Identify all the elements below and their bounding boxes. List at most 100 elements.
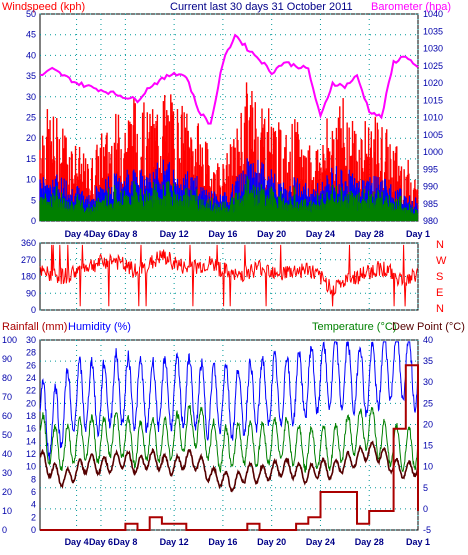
direction-tick-label: 270: [21, 255, 36, 265]
barometer-tick-label: 1035: [423, 26, 443, 36]
barometer-tick-label: 1005: [423, 130, 443, 140]
temperature-tick-labels: -5 0 5 10 15 20 25 30 35 40: [423, 335, 433, 535]
barometer-tick-label: 1000: [423, 147, 443, 157]
rain-tick-label: 18: [26, 411, 36, 421]
wind-min-series: [39, 176, 419, 221]
temperature-tick-label: 20: [423, 419, 433, 429]
windspeed-tick-label: 50: [26, 9, 36, 19]
humidity-tick-labels: 0 10 20 30 40 50 60 70 80 90 100: [2, 335, 17, 535]
day-tick-label: Day 28: [355, 229, 384, 239]
windspeed-tick-label: 15: [26, 154, 36, 164]
dewpoint-axis-title: Dew Point (°C): [392, 321, 465, 333]
barometer-axis-title: Barometer (hpa): [371, 1, 451, 13]
day-tick-label: Day 24: [306, 229, 335, 239]
rain-tick-label: 2: [31, 512, 36, 522]
compass-label: W: [436, 255, 447, 267]
humidity-tick-label: 100: [2, 335, 17, 345]
temperature-tick-label: -5: [423, 525, 431, 535]
direction-tick-label: 180: [21, 272, 36, 282]
windspeed-tick-label: 40: [26, 50, 36, 60]
day-tick-label: Day 8: [113, 537, 137, 547]
barometer-tick-label: 1025: [423, 61, 443, 71]
day-tick-label: Day 8: [113, 229, 137, 239]
rainfall-line: [40, 364, 419, 531]
direction-tick-label: 90: [26, 288, 36, 298]
windspeed-tick-label: 20: [26, 133, 36, 143]
barometer-tick-label: 990: [423, 182, 438, 192]
chart-title: Current last 30 days 31 October 2011: [170, 1, 353, 13]
windspeed-tick-label: 10: [26, 175, 36, 185]
rain-tick-label: 12: [26, 449, 36, 459]
windspeed-tick-label: 5: [31, 195, 36, 205]
compass-label: N: [436, 239, 444, 251]
rain-tick-label: 14: [26, 436, 36, 446]
day-tick-label: Day 20: [257, 537, 286, 547]
day-tick-label: Day 6: [89, 229, 113, 239]
humidity-tick-label: 50: [2, 430, 12, 440]
temp-plot-frame: [39, 339, 419, 531]
humidity-tick-label: 40: [2, 449, 12, 459]
humidity-tick-label: 10: [2, 506, 12, 516]
rain-tick-label: 22: [26, 386, 36, 396]
direction-line: [39, 244, 418, 307]
rain-tick-label: 24: [26, 373, 36, 383]
barometer-tick-label: 1030: [423, 44, 443, 54]
day-tick-label: Day 1: [406, 229, 430, 239]
windspeed-tick-label: 0: [31, 216, 36, 226]
rain-tick-label: 28: [26, 348, 36, 358]
humidity-tick-label: 80: [2, 373, 12, 383]
compass-label: N: [436, 303, 444, 315]
barometer-tick-label: 980: [423, 216, 438, 226]
temperature-tick-label: 30: [423, 377, 433, 387]
humidity-tick-label: 30: [2, 468, 12, 478]
temperature-tick-label: 5: [423, 483, 428, 493]
windspeed-tick-label: 25: [26, 113, 36, 123]
windspeed-axis-title: Windspeed (kph): [2, 1, 85, 13]
rain-tick-label: 8: [31, 474, 36, 484]
rain-tick-label: 26: [26, 360, 36, 370]
compass-label: E: [436, 287, 443, 299]
rainfall-axis-title: Rainfall (mm): [2, 321, 67, 333]
day-tick-label: Day 1: [406, 537, 430, 547]
humidity-line: [39, 341, 419, 461]
day-tick-label: Day 16: [208, 537, 237, 547]
humidity-tick-label: 90: [2, 354, 12, 364]
day-tick-label: Day 4: [65, 229, 89, 239]
direction-tick-label: 0: [31, 305, 36, 315]
windspeed-tick-label: 35: [26, 71, 36, 81]
barometer-tick-label: 985: [423, 199, 438, 209]
rain-tick-label: 4: [31, 500, 36, 510]
barometer-tick-label: 995: [423, 164, 438, 174]
day-tick-label: Day 12: [160, 229, 189, 239]
barometer-tick-label: 1015: [423, 95, 443, 105]
day-tick-label: Day 16: [208, 229, 237, 239]
temperature-line: [39, 405, 419, 474]
temperature-axis-title: Temperature (°C): [312, 321, 396, 333]
day-tick-label: Day 28: [355, 537, 384, 547]
direction-tick-label: 360: [21, 238, 36, 248]
rain-tick-label: 6: [31, 487, 36, 497]
windspeed-tick-label: 45: [26, 30, 36, 40]
temperature-tick-label: 15: [423, 441, 433, 451]
barometer-line: [39, 33, 419, 125]
windspeed-tick-label: 30: [26, 92, 36, 102]
barometer-tick-labels: 980 985 990 995 1000 1005 1010 1015 1020 1025 1030…: [423, 9, 443, 226]
rain-tick-label: 10: [26, 462, 36, 472]
compass-label: S: [436, 271, 443, 283]
wind-day-labels: Day 4 Day 6 Day 8 Day 12 Day 16 Day 20 Day 24 D…: [65, 229, 430, 239]
temperature-tick-label: 40: [423, 335, 433, 345]
dewpoint-line: [39, 440, 419, 493]
barometer-tick-label: 1010: [423, 113, 443, 123]
rain-tick-label: 0: [31, 525, 36, 535]
day-tick-label: Day 24: [306, 537, 335, 547]
temperature-tick-label: 25: [423, 398, 433, 408]
humidity-tick-label: 60: [2, 411, 12, 421]
rain-tick-label: 30: [26, 335, 36, 345]
humidity-tick-label: 0: [2, 525, 7, 535]
barometer-tick-label: 1020: [423, 78, 443, 88]
day-tick-label: Day 4: [65, 537, 89, 547]
windspeed-tick-labels: 0 5 10 15 20 25 30 35 40 45 50: [26, 9, 36, 226]
